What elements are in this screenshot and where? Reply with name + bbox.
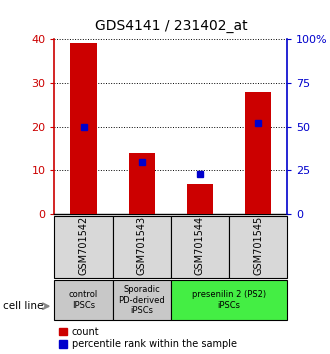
Bar [171, 280, 287, 320]
Bar [129, 153, 155, 214]
Text: presenilin 2 (PS2)
iPSCs: presenilin 2 (PS2) iPSCs [192, 290, 266, 310]
Bar [245, 92, 271, 214]
Bar [113, 280, 171, 320]
Bar [171, 216, 229, 278]
Text: GDS4141 / 231402_at: GDS4141 / 231402_at [95, 19, 248, 34]
Legend: count, percentile rank within the sample: count, percentile rank within the sample [59, 327, 237, 349]
Text: GSM701544: GSM701544 [195, 216, 205, 275]
Bar [187, 183, 213, 214]
Bar [113, 216, 171, 278]
Bar [229, 216, 287, 278]
Text: GSM701542: GSM701542 [79, 216, 88, 275]
Text: Sporadic
PD-derived
iPSCs: Sporadic PD-derived iPSCs [118, 285, 165, 315]
Text: GSM701545: GSM701545 [253, 216, 263, 275]
Bar [70, 43, 97, 214]
Text: cell line: cell line [3, 301, 44, 311]
Text: GSM701543: GSM701543 [137, 216, 147, 275]
Bar [54, 280, 113, 320]
Bar [54, 216, 113, 278]
Text: control
IPSCs: control IPSCs [69, 290, 98, 310]
